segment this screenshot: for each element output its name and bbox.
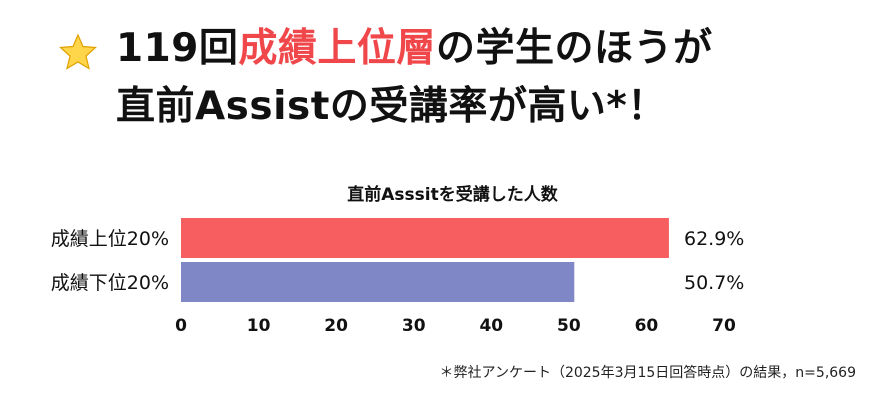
value-label: 50.7% (684, 272, 744, 294)
x-tick-label: 40 (479, 316, 503, 336)
category-label: 成績上位20% (51, 228, 169, 250)
footnote: ＊弊社アンケート（2025年3月15日回答時点）の結果，n=5,669 (439, 365, 856, 381)
x-tick-label: 60 (635, 316, 659, 336)
headline-accent: 成績上位層 (238, 26, 436, 71)
x-tick-label: 50 (557, 316, 581, 336)
x-tick-label: 30 (402, 316, 426, 336)
chart-title: 直前Asssitを受講した人数 (347, 185, 558, 205)
category-label: 成績下位20% (51, 272, 169, 294)
headline: 119回成績上位層の学生のほうが 直前Assistの受講率が高い*！ (0, 0, 876, 150)
star-icon (59, 33, 97, 70)
headline-line-1-post: の学生のほうが (435, 26, 713, 71)
bar-2 (181, 262, 575, 302)
x-tick-label: 70 (712, 316, 736, 336)
headline-line-1-pre: 119回 (116, 26, 239, 71)
x-tick-label: 10 (247, 316, 271, 336)
headline-line-1: 119回成績上位層の学生のほうが (116, 26, 712, 72)
headline-line-2: 直前Assistの受講率が高い*！ (116, 84, 667, 129)
x-tick-label: 0 (175, 316, 187, 336)
bar-1 (181, 218, 669, 258)
x-tick-label: 20 (324, 316, 348, 336)
value-label: 62.9% (684, 228, 744, 250)
